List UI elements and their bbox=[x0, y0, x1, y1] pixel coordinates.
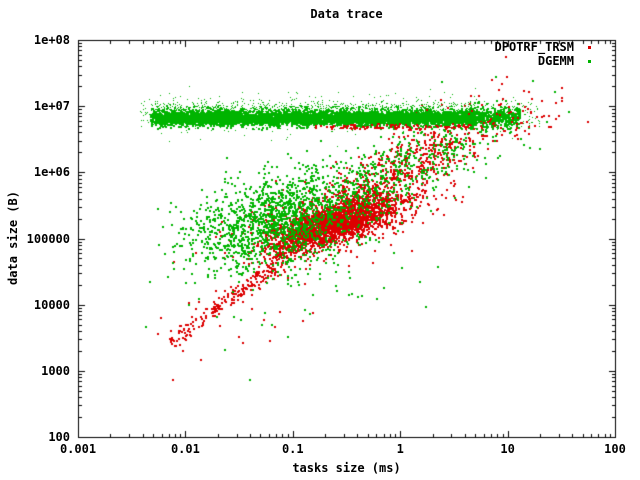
legend-marker-dot-red bbox=[588, 45, 591, 49]
x-axis-label: tasks size (ms) bbox=[292, 461, 401, 475]
x-tick-label: 0.1 bbox=[281, 442, 304, 456]
legend-item-dgemm: DGEMM bbox=[495, 54, 591, 68]
y-tick-label: 100 bbox=[48, 430, 70, 444]
legend-label-dpotrf-trsm: DPOTRF_TRSM bbox=[494, 40, 574, 54]
legend-marker-dot-green bbox=[588, 59, 591, 63]
x-tick-label: 0.01 bbox=[170, 442, 200, 456]
legend-label-dgemm: DGEMM bbox=[537, 54, 574, 68]
x-tick-label: 0.001 bbox=[59, 442, 97, 456]
chart-title: Data trace bbox=[310, 7, 383, 21]
y-tick-label: 1e+06 bbox=[33, 165, 70, 180]
y-tick-label: 1e+08 bbox=[33, 33, 70, 47]
x-tick-label: 10 bbox=[500, 442, 515, 456]
x-tick-label: 100 bbox=[604, 442, 626, 456]
legend-item-dpotrf-trsm: DPOTRF_TRSM bbox=[495, 40, 591, 54]
y-tick-label: 1000 bbox=[41, 363, 70, 378]
y-tick-label: 10000 bbox=[33, 297, 70, 312]
x-tick-label: 1 bbox=[396, 442, 404, 456]
legend: DPOTRF_TRSM DGEMM bbox=[495, 40, 591, 68]
y-tick-label: 1e+07 bbox=[33, 99, 70, 114]
y-tick-label: 100000 bbox=[26, 231, 70, 246]
